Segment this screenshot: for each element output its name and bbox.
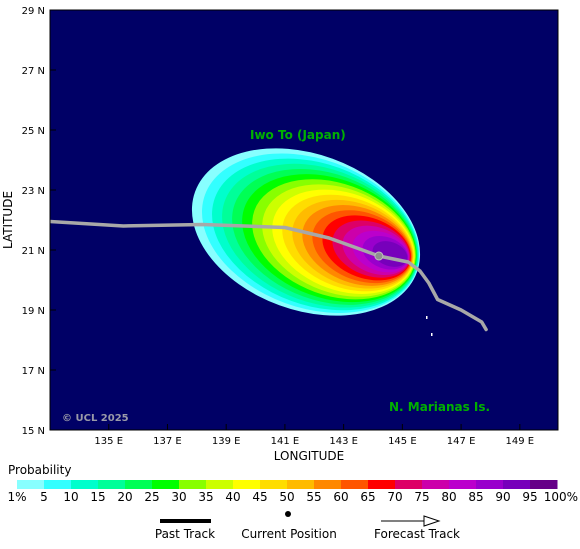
y-axis-title: LATITUDE bbox=[1, 191, 15, 249]
lon-tick-label: 141 E bbox=[271, 436, 300, 447]
legend-value-label: 25 bbox=[144, 490, 159, 504]
legend-color-swatch bbox=[125, 480, 153, 489]
legend-value-label: 100% bbox=[544, 490, 578, 504]
legend-value-label: 50 bbox=[279, 490, 294, 504]
legend-color-swatch bbox=[179, 480, 207, 489]
legend-value-label: 90 bbox=[495, 490, 510, 504]
legend-value-label: 15 bbox=[90, 490, 105, 504]
legend-color-swatch bbox=[503, 480, 531, 489]
legend-color-swatch bbox=[422, 480, 450, 489]
legend-value-label: 40 bbox=[225, 490, 240, 504]
region-label-iwo-to: Iwo To (Japan) bbox=[250, 128, 346, 142]
legend-value-label: 65 bbox=[360, 490, 375, 504]
legend-color-swatch bbox=[98, 480, 126, 489]
map-plot-border bbox=[49, 9, 559, 431]
legend-color-swatch bbox=[206, 480, 234, 489]
legend-color-swatch bbox=[395, 480, 423, 489]
lat-tick-label: 15 N bbox=[22, 426, 45, 437]
legend-color-swatch bbox=[152, 480, 180, 489]
current-position-marker bbox=[374, 251, 384, 261]
longitude-axis: 135 E 137 E 139 E 141 E 143 E 145 E 147 E 149 E bbox=[94, 424, 534, 447]
past-track-key-label: Past Track bbox=[155, 527, 215, 541]
legend-value-label: 35 bbox=[198, 490, 213, 504]
lon-tick-label: 149 E bbox=[506, 436, 535, 447]
lat-tick-label: 21 N bbox=[22, 246, 45, 257]
current-position-key-marker bbox=[285, 511, 291, 517]
legend-color-swatch bbox=[314, 480, 342, 489]
lon-tick-label: 139 E bbox=[212, 436, 241, 447]
legend-color-swatch bbox=[233, 480, 261, 489]
current-position-key-label: Current Position bbox=[241, 527, 337, 541]
legend-color-swatch bbox=[368, 480, 396, 489]
legend-value-label: 45 bbox=[252, 490, 267, 504]
forecast-track-key-label: Forecast Track bbox=[374, 527, 460, 541]
legend-color-swatch bbox=[71, 480, 99, 489]
probability-swath bbox=[191, 148, 421, 316]
probability-labels: 1% 5 10 15 20 25 30 35 40 45 50 55 60 65 70 75 80 85 90 95 1… bbox=[7, 490, 578, 504]
legend-color-swatch bbox=[341, 480, 369, 489]
probability-color-bar bbox=[17, 480, 558, 489]
legend-value-label: 30 bbox=[171, 490, 186, 504]
legend-value-label: 1% bbox=[7, 490, 26, 504]
copyright-label: © UCL 2025 bbox=[62, 413, 129, 424]
legend-value-label: 10 bbox=[63, 490, 78, 504]
lon-tick-label: 147 E bbox=[447, 436, 476, 447]
lat-tick-label: 17 N bbox=[22, 366, 45, 377]
legend-color-swatch bbox=[17, 480, 45, 489]
lon-tick-label: 137 E bbox=[153, 436, 182, 447]
latitude-axis: 29 N 27 N 25 N 23 N 21 N 19 N 17 N 15 N bbox=[22, 6, 56, 437]
lon-tick-label: 135 E bbox=[94, 436, 123, 447]
legend-value-label: 55 bbox=[306, 490, 321, 504]
x-axis-title: LONGITUDE bbox=[274, 449, 344, 463]
lon-tick-label: 143 E bbox=[329, 436, 358, 447]
legend-color-swatch bbox=[287, 480, 315, 489]
legend-color-swatch bbox=[449, 480, 477, 489]
lat-tick-label: 29 N bbox=[22, 6, 45, 17]
storm-track-line bbox=[50, 219, 488, 332]
legend-value-label: 75 bbox=[414, 490, 429, 504]
legend-color-swatch bbox=[44, 480, 72, 489]
region-label-marianas: N. Marianas Is. bbox=[389, 400, 490, 414]
legend-value-label: 20 bbox=[117, 490, 132, 504]
legend-value-label: 5 bbox=[40, 490, 48, 504]
lat-tick-label: 23 N bbox=[22, 186, 45, 197]
lon-tick-label: 145 E bbox=[388, 436, 417, 447]
lat-tick-label: 27 N bbox=[22, 66, 45, 77]
forecast-track-key-arrow bbox=[381, 515, 441, 527]
islands bbox=[426, 316, 433, 336]
legend-value-label: 60 bbox=[333, 490, 348, 504]
legend-color-swatch bbox=[476, 480, 504, 489]
legend-value-label: 70 bbox=[387, 490, 402, 504]
lat-tick-label: 25 N bbox=[22, 126, 45, 137]
legend-value-label: 95 bbox=[522, 490, 537, 504]
legend-color-swatch bbox=[260, 480, 288, 489]
lat-tick-label: 19 N bbox=[22, 306, 45, 317]
legend-value-label: 80 bbox=[441, 490, 456, 504]
legend-title: Probability bbox=[8, 463, 71, 477]
legend-value-label: 85 bbox=[468, 490, 483, 504]
legend-color-swatch bbox=[530, 480, 558, 489]
